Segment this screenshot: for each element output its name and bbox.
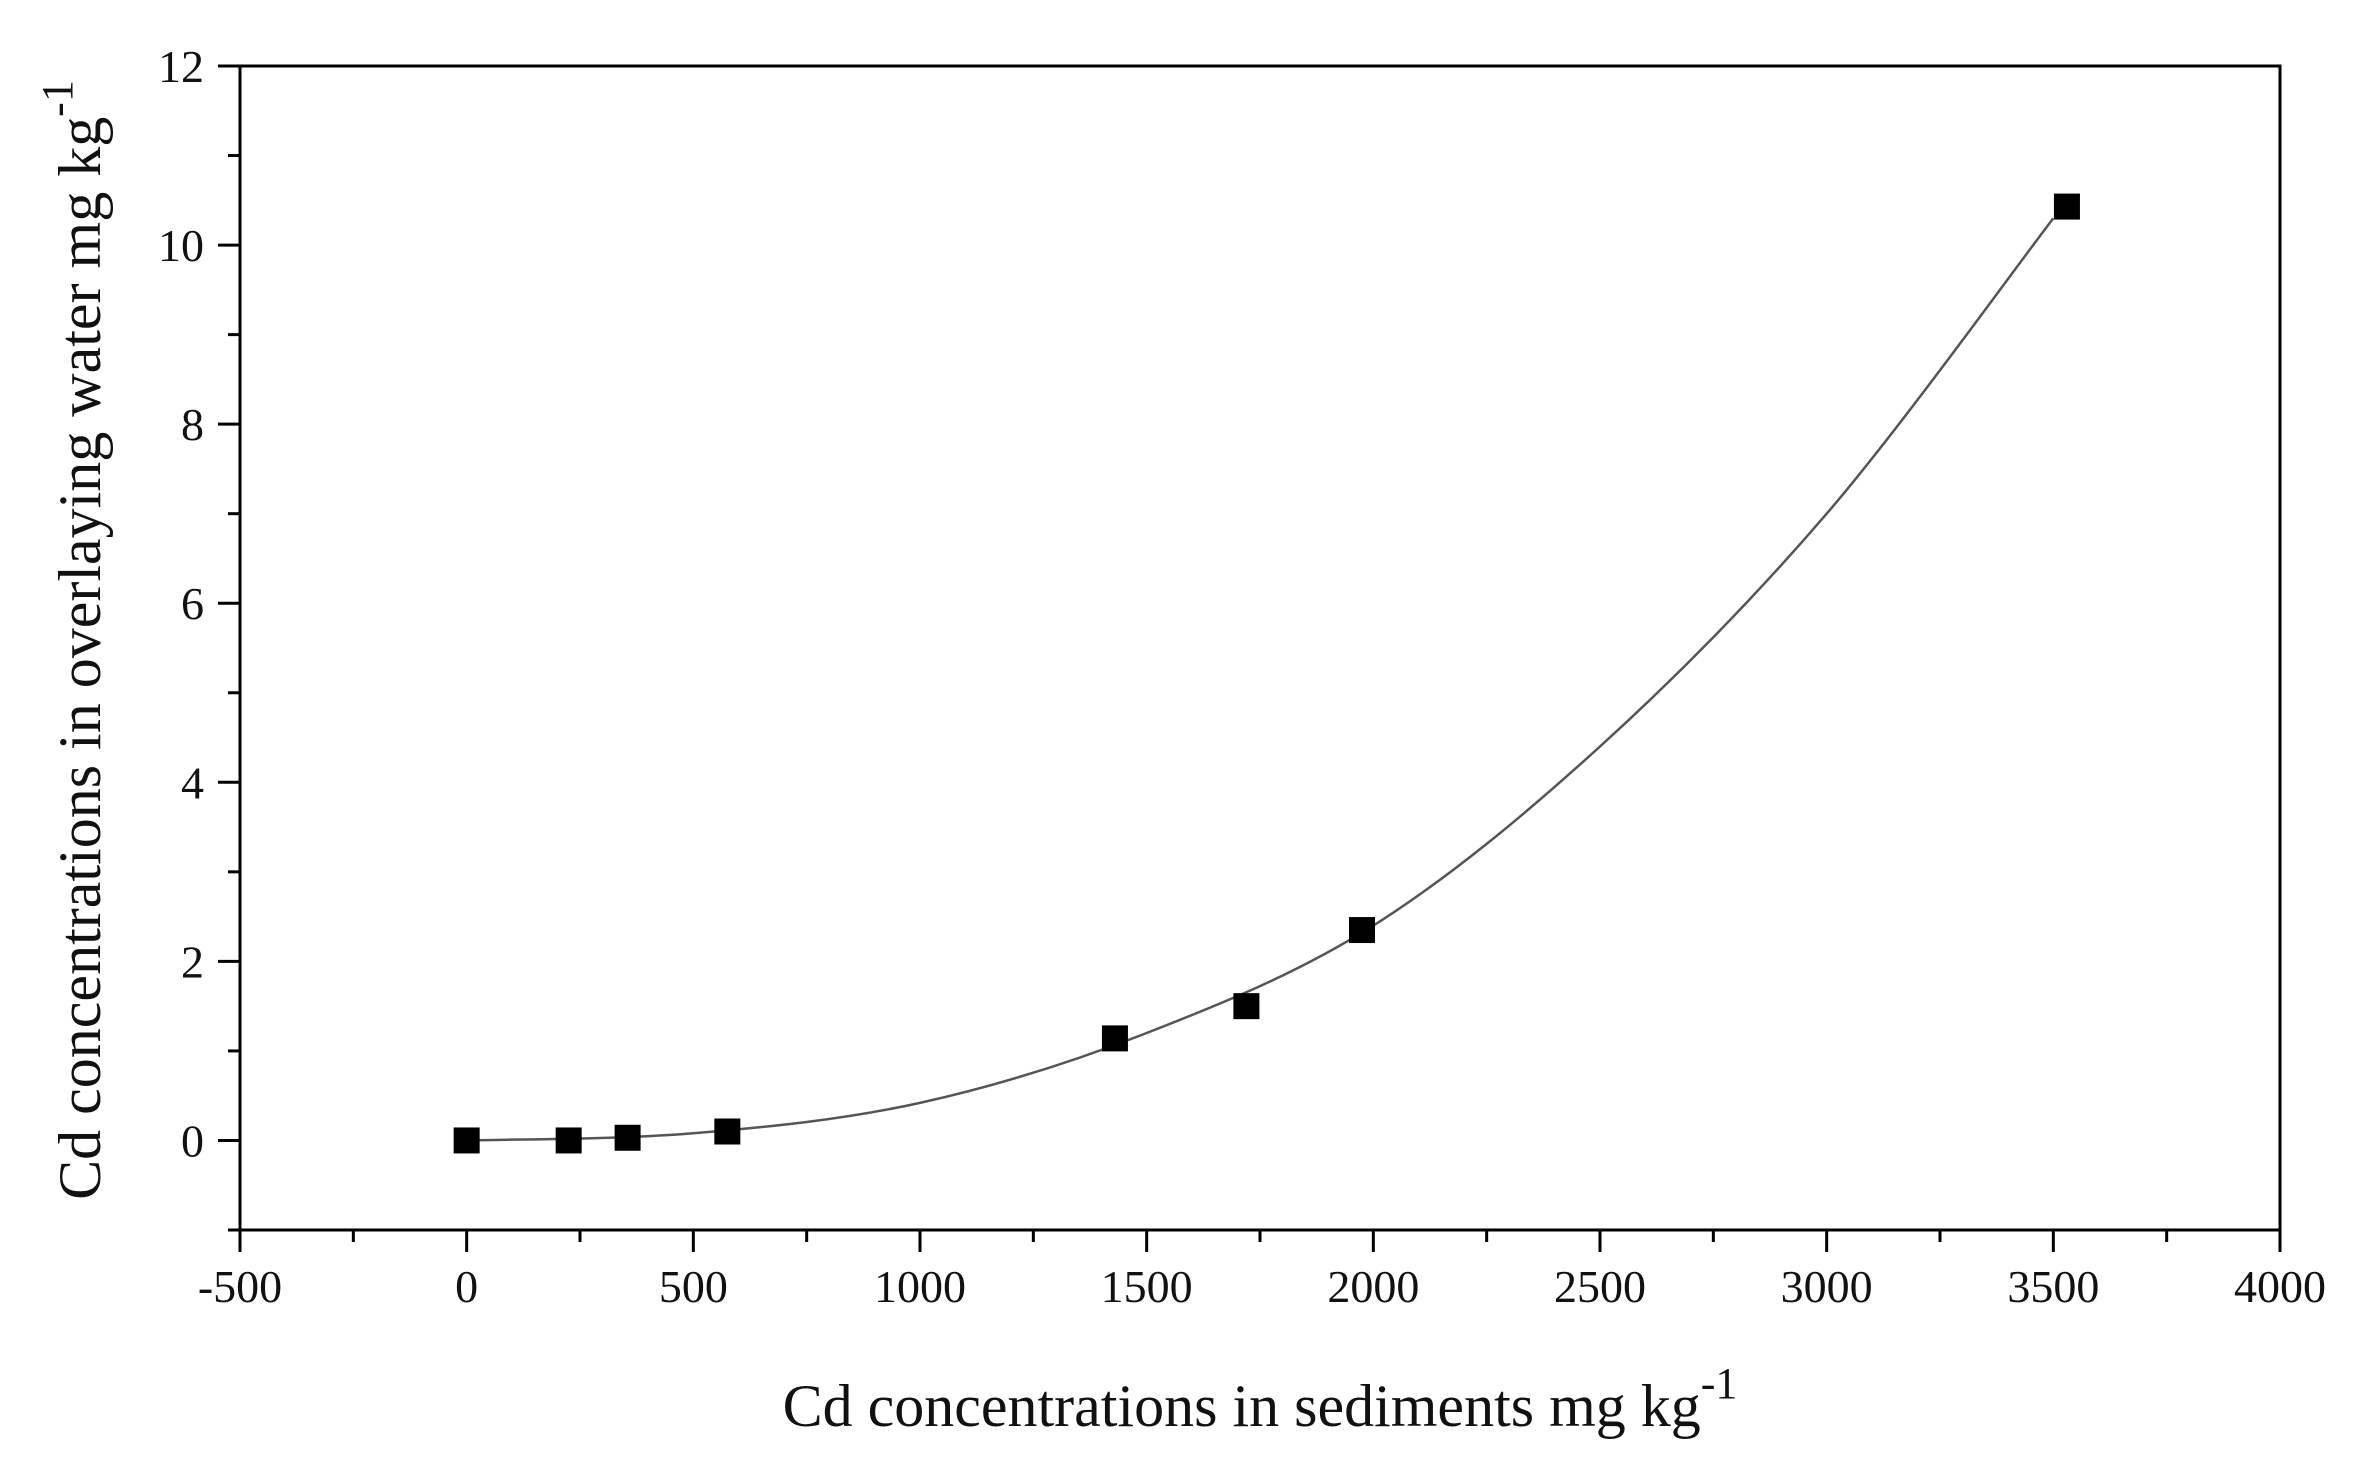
y-tick-label: 10 xyxy=(158,220,204,271)
x-tick-label: 1000 xyxy=(874,1261,966,1312)
fit-curve-layer xyxy=(466,217,2055,1142)
data-point xyxy=(1101,1025,1128,1052)
data-point xyxy=(453,1127,480,1154)
data-point xyxy=(555,1127,582,1154)
data-point xyxy=(614,1124,641,1151)
data-point xyxy=(714,1118,741,1145)
y-tick-label: 8 xyxy=(181,399,204,450)
fit-curve-line xyxy=(466,217,2055,1142)
x-axis: -500 0 500 1000 1500 2000 2500 3000 3500 4000 xyxy=(198,1230,2326,1312)
y-tick-label: 6 xyxy=(181,578,204,629)
x-axis-title-text: Cd concentrations in sediments mg kg xyxy=(783,1373,1701,1439)
y-axis-title-text: Cd concentrations in overlaying water mg… xyxy=(47,117,113,1200)
data-point xyxy=(1349,917,1375,944)
x-tick-label: 4000 xyxy=(2234,1261,2326,1312)
data-points xyxy=(453,193,2080,1154)
data-point xyxy=(2053,193,2080,220)
y-tick-label: 0 xyxy=(181,1115,204,1166)
x-tick-label: 500 xyxy=(659,1261,728,1312)
x-tick-label: 0 xyxy=(455,1261,478,1312)
x-tick-label: 2500 xyxy=(1554,1261,1646,1312)
x-axis-title: Cd concentrations in sediments mg kg-1 xyxy=(783,1359,1738,1439)
data-point xyxy=(1233,993,1260,1020)
x-tick-label: -500 xyxy=(198,1261,282,1312)
y-tick-label: 4 xyxy=(181,757,204,808)
x-tick-label: 1500 xyxy=(1101,1261,1193,1312)
y-tick-label: 12 xyxy=(158,41,204,92)
x-tick-label: 3000 xyxy=(1781,1261,1873,1312)
y-axis-title-superscript: -1 xyxy=(33,80,82,117)
y-axis: 0 2 4 6 8 10 12 xyxy=(158,41,240,1232)
x-axis-title-superscript: -1 xyxy=(1701,1359,1738,1408)
x-tick-label: 3500 xyxy=(2007,1261,2099,1312)
y-axis-title: Cd concentrations in overlaying water mg… xyxy=(33,80,113,1200)
plot-frame xyxy=(238,64,2282,1232)
x-tick-label: 2000 xyxy=(1327,1261,1419,1312)
y-tick-label: 2 xyxy=(181,936,204,987)
